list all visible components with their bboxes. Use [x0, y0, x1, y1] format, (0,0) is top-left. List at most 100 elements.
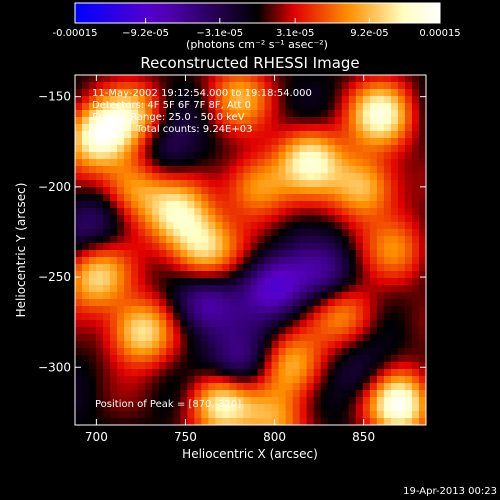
heatmap-cell	[145, 292, 153, 300]
heatmap-cell	[369, 278, 378, 286]
heatmap-cell	[271, 306, 280, 314]
heatmap-cell	[96, 306, 104, 314]
heatmap-cell	[187, 236, 195, 244]
heatmap-cell	[285, 180, 294, 188]
heatmap-cell	[145, 173, 153, 181]
heatmap-cell	[173, 404, 181, 412]
heatmap-cell	[236, 418, 245, 425]
heatmap-cell	[313, 334, 322, 342]
heatmap-cell	[397, 404, 406, 412]
heatmap-cell	[250, 201, 259, 209]
y-axis-ticks: −150−200−250−300	[38, 90, 426, 374]
heatmap-cell	[96, 194, 104, 202]
heatmap-cell	[236, 278, 245, 286]
heatmap-cell	[75, 82, 83, 90]
heatmap-cell	[313, 222, 322, 230]
heatmap-cell	[257, 397, 266, 405]
heatmap-cell	[103, 236, 111, 244]
heatmap-cell	[166, 215, 174, 223]
heatmap-cell	[215, 131, 224, 139]
heatmap-cell	[82, 278, 90, 286]
heatmap-cell	[369, 194, 378, 202]
heatmap-cell	[215, 145, 224, 153]
heatmap-cell	[82, 397, 90, 405]
heatmap-cell	[159, 250, 167, 258]
heatmap-cell	[334, 264, 343, 272]
heatmap-cell	[82, 75, 90, 83]
heatmap-cell	[285, 376, 294, 384]
heatmap-cell	[292, 250, 301, 258]
heatmap-cell	[341, 250, 350, 258]
heatmap-cell	[418, 341, 426, 349]
heatmap-cell	[103, 159, 111, 167]
heatmap-cell	[341, 103, 350, 111]
heatmap-cell	[117, 82, 125, 90]
heatmap-cell	[376, 376, 385, 384]
heatmap-cell	[138, 187, 146, 195]
heatmap-cell	[264, 96, 273, 104]
heatmap-cell	[124, 362, 132, 370]
heatmap-cell	[96, 327, 104, 335]
heatmap-cell	[173, 383, 181, 391]
heatmap-cell	[271, 355, 280, 363]
plot-area: 700 750 800 850 −150−200−250−300	[38, 74, 427, 444]
heatmap-cell	[341, 313, 350, 321]
heatmap-cell	[236, 264, 245, 272]
heatmap-cell	[376, 397, 385, 405]
heatmap-cell	[236, 229, 245, 237]
heatmap-cell	[341, 75, 350, 83]
heatmap-cell	[383, 418, 392, 425]
heatmap-cell	[131, 257, 139, 265]
heatmap-cell	[264, 278, 273, 286]
heatmap-cell	[152, 243, 160, 251]
heatmap-cell	[390, 194, 399, 202]
heatmap-cell	[404, 397, 413, 405]
heatmap-cell	[187, 306, 195, 314]
heatmap-cell	[187, 369, 195, 377]
heatmap-cell	[285, 187, 294, 195]
heatmap-cell	[411, 369, 420, 377]
heatmap-cell	[334, 257, 343, 265]
heatmap-cell	[159, 208, 167, 216]
heatmap-cell	[89, 173, 97, 181]
heatmap-cell	[96, 166, 104, 174]
heatmap-cell	[355, 180, 364, 188]
heatmap-cell	[243, 124, 252, 132]
heatmap-cell	[96, 376, 104, 384]
heatmap-cell	[383, 110, 392, 118]
heatmap-cell	[327, 229, 336, 237]
heatmap-cell	[320, 362, 329, 370]
heatmap-cell	[397, 110, 406, 118]
heatmap-cell	[138, 264, 146, 272]
heatmap-cell	[306, 376, 315, 384]
heatmap-cell	[103, 180, 111, 188]
heatmap-cell	[313, 124, 322, 132]
heatmap-cell	[173, 257, 181, 265]
heatmap-cell	[257, 418, 266, 425]
heatmap-cell	[306, 208, 315, 216]
heatmap-cell	[320, 341, 329, 349]
heatmap-cell	[131, 82, 139, 90]
heatmap-cell	[82, 418, 90, 425]
heatmap-cell	[89, 327, 97, 335]
heatmap-cell	[145, 166, 153, 174]
heatmap-cell	[138, 362, 146, 370]
heatmap-cell	[180, 152, 188, 160]
heatmap-cell	[75, 173, 83, 181]
heatmap-cell	[236, 138, 245, 146]
heatmap-cell	[376, 222, 385, 230]
heatmap-cell	[397, 292, 406, 300]
heatmap-cell	[418, 334, 426, 342]
heatmap-cell	[369, 334, 378, 342]
heatmap-cell	[257, 376, 266, 384]
heatmap-cell	[411, 89, 420, 97]
heatmap-cell	[124, 264, 132, 272]
heatmap-cell	[110, 320, 118, 328]
heatmap-cell	[327, 75, 336, 83]
heatmap-cell	[75, 96, 83, 104]
heatmap-cell	[271, 89, 280, 97]
heatmap-cell	[397, 306, 406, 314]
heatmap-cell	[75, 145, 83, 153]
heatmap-cell	[355, 201, 364, 209]
heatmap-cell	[278, 348, 287, 356]
